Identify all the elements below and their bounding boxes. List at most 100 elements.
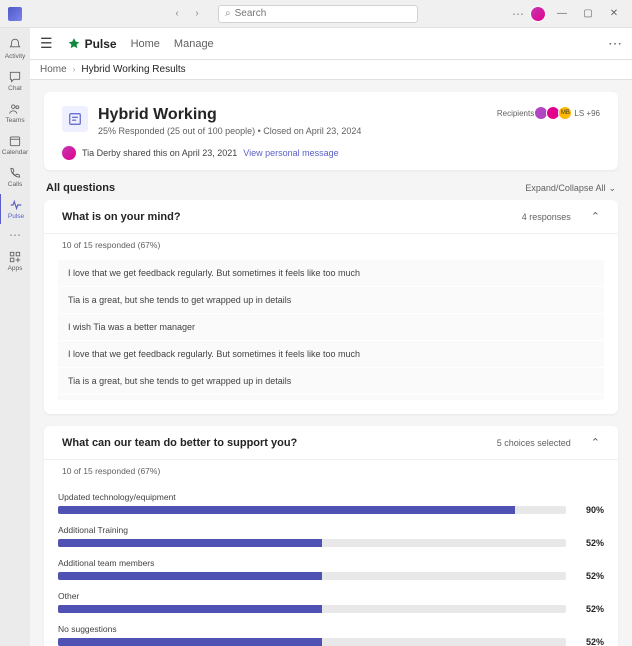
user-avatar[interactable] xyxy=(530,6,546,22)
collapse-icon[interactable]: ⌃ xyxy=(591,210,600,223)
breadcrumb-home[interactable]: Home xyxy=(40,64,67,75)
bar-percent: 52% xyxy=(576,571,604,581)
bar-percent: 52% xyxy=(576,604,604,614)
breadcrumb-current: Hybrid Working Results xyxy=(81,64,185,75)
search-box[interactable]: ⌕ xyxy=(218,5,418,23)
left-rail: ActivityChatTeamsCalendarCallsPulse ⋯ Apps xyxy=(0,28,30,646)
rail-apps[interactable]: Apps xyxy=(0,246,30,276)
response-item: Tia is a great, but she tends to get wra… xyxy=(58,287,604,314)
recipients-extra: LS +96 xyxy=(574,109,600,118)
sharer-avatar xyxy=(62,146,76,160)
bar-track xyxy=(58,539,566,547)
nav-home[interactable]: Home xyxy=(131,38,160,50)
rail-more-icon[interactable]: ⋯ xyxy=(9,228,21,242)
app-name: Pulse xyxy=(85,37,117,51)
rail-calendar[interactable]: Calendar xyxy=(0,130,30,160)
view-message-link[interactable]: View personal message xyxy=(243,148,338,158)
pulse-icon xyxy=(9,198,23,212)
question-title: What can our team do better to support y… xyxy=(62,437,297,449)
question-sub: 10 of 15 responded (67%) xyxy=(44,234,618,256)
question-meta: 4 responses xyxy=(522,212,571,222)
bar-row: Additional Training 52% xyxy=(58,525,604,548)
bar-track xyxy=(58,506,566,514)
survey-subtitle: 25% Responded (25 out of 100 people) • C… xyxy=(98,126,361,136)
search-icon: ⌕ xyxy=(225,8,231,19)
bar-row: Other 52% xyxy=(58,591,604,614)
app-more-icon[interactable]: ⋯ xyxy=(608,35,622,52)
survey-icon xyxy=(62,106,88,132)
question-title: What is on your mind? xyxy=(62,211,181,223)
nav-manage[interactable]: Manage xyxy=(174,38,214,50)
question-header: What can our team do better to support y… xyxy=(44,426,618,460)
pulse-logo-icon xyxy=(67,37,81,51)
search-input[interactable] xyxy=(235,8,411,19)
chevron-down-icon: ⌄ xyxy=(608,183,616,194)
hamburger-icon[interactable]: ☰ xyxy=(40,35,53,52)
question-sub: 10 of 15 responded (67%) xyxy=(44,460,618,482)
bar-row: No suggestions 52% xyxy=(58,624,604,646)
bar-row: Updated technology/equipment 90% xyxy=(58,492,604,515)
window-titlebar: ‹ › ⌕ ⋯ — ▢ ✕ xyxy=(0,0,632,28)
maximize-button[interactable]: ▢ xyxy=(578,8,598,19)
all-questions-header: All questions Expand/Collapse All ⌄ xyxy=(46,182,616,194)
response-item: Tia is a great, but she tends to get wra… xyxy=(58,368,604,395)
rail-chat[interactable]: Chat xyxy=(0,66,30,96)
bar-percent: 52% xyxy=(576,637,604,646)
titlebar-more-icon[interactable]: ⋯ xyxy=(512,7,524,21)
recipients-label: Recipients: xyxy=(497,109,537,118)
question-meta: 5 choices selected xyxy=(497,438,571,448)
response-item: I love that we get feedback regularly. B… xyxy=(58,395,604,400)
bar-fill xyxy=(58,506,515,514)
response-item: I love that we get feedback regularly. B… xyxy=(58,341,604,368)
calendar-icon xyxy=(8,134,22,148)
response-item: I love that we get feedback regularly. B… xyxy=(58,260,604,287)
chevron-right-icon: › xyxy=(73,65,76,74)
close-button[interactable]: ✕ xyxy=(604,8,624,19)
bar-percent: 52% xyxy=(576,538,604,548)
bar-track xyxy=(58,638,566,646)
section-title: All questions xyxy=(46,182,115,194)
bar-track xyxy=(58,605,566,613)
response-item: I wish Tia was a better manager xyxy=(58,314,604,341)
bar-fill xyxy=(58,605,322,613)
shared-message: Tia Derby shared this on April 23, 2021 … xyxy=(62,146,600,160)
people-icon xyxy=(8,102,22,116)
shared-text: Tia Derby shared this on April 23, 2021 xyxy=(82,148,237,158)
breadcrumb: Home › Hybrid Working Results xyxy=(30,60,632,80)
recipients: Recipients: MB LS +96 xyxy=(497,106,600,120)
survey-title: Hybrid Working xyxy=(98,106,361,124)
bar-label: Additional Training xyxy=(58,525,604,535)
rail-pulse[interactable]: Pulse xyxy=(0,194,29,224)
main-content: Hybrid Working 25% Responded (25 out of … xyxy=(30,80,632,646)
app-logo: Pulse xyxy=(67,37,117,51)
question-header: What is on your mind? 4 responses ⌃ xyxy=(44,200,618,234)
teams-app-icon xyxy=(8,7,22,21)
question-card: What is on your mind? 4 responses ⌃ 10 o… xyxy=(44,200,618,414)
apps-icon xyxy=(8,250,22,264)
bar-label: Other xyxy=(58,591,604,601)
bar-label: No suggestions xyxy=(58,624,604,634)
bar-label: Additional team members xyxy=(58,558,604,568)
minimize-button[interactable]: — xyxy=(552,8,572,19)
bar-fill xyxy=(58,572,322,580)
back-button[interactable]: ‹ xyxy=(168,5,186,23)
bell-icon xyxy=(8,38,22,52)
app-header: ☰ Pulse Home Manage ⋯ xyxy=(30,28,632,60)
collapse-icon[interactable]: ⌃ xyxy=(591,436,600,449)
rail-activity[interactable]: Activity xyxy=(0,34,30,64)
bar-label: Updated technology/equipment xyxy=(58,492,604,502)
bar-row: Additional team members 52% xyxy=(58,558,604,581)
bar-track xyxy=(58,572,566,580)
survey-header-card: Hybrid Working 25% Responded (25 out of … xyxy=(44,92,618,170)
bar-fill xyxy=(58,539,322,547)
bar-fill xyxy=(58,638,322,646)
history-nav: ‹ › xyxy=(168,5,206,23)
rail-calls[interactable]: Calls xyxy=(0,162,30,192)
expand-collapse-all[interactable]: Expand/Collapse All ⌄ xyxy=(525,183,616,194)
rail-teams[interactable]: Teams xyxy=(0,98,30,128)
responses-list: I love that we get feedback regularly. B… xyxy=(58,260,604,400)
forward-button[interactable]: › xyxy=(188,5,206,23)
call-icon xyxy=(8,166,22,180)
chat-icon xyxy=(8,70,22,84)
bar-percent: 90% xyxy=(576,505,604,515)
